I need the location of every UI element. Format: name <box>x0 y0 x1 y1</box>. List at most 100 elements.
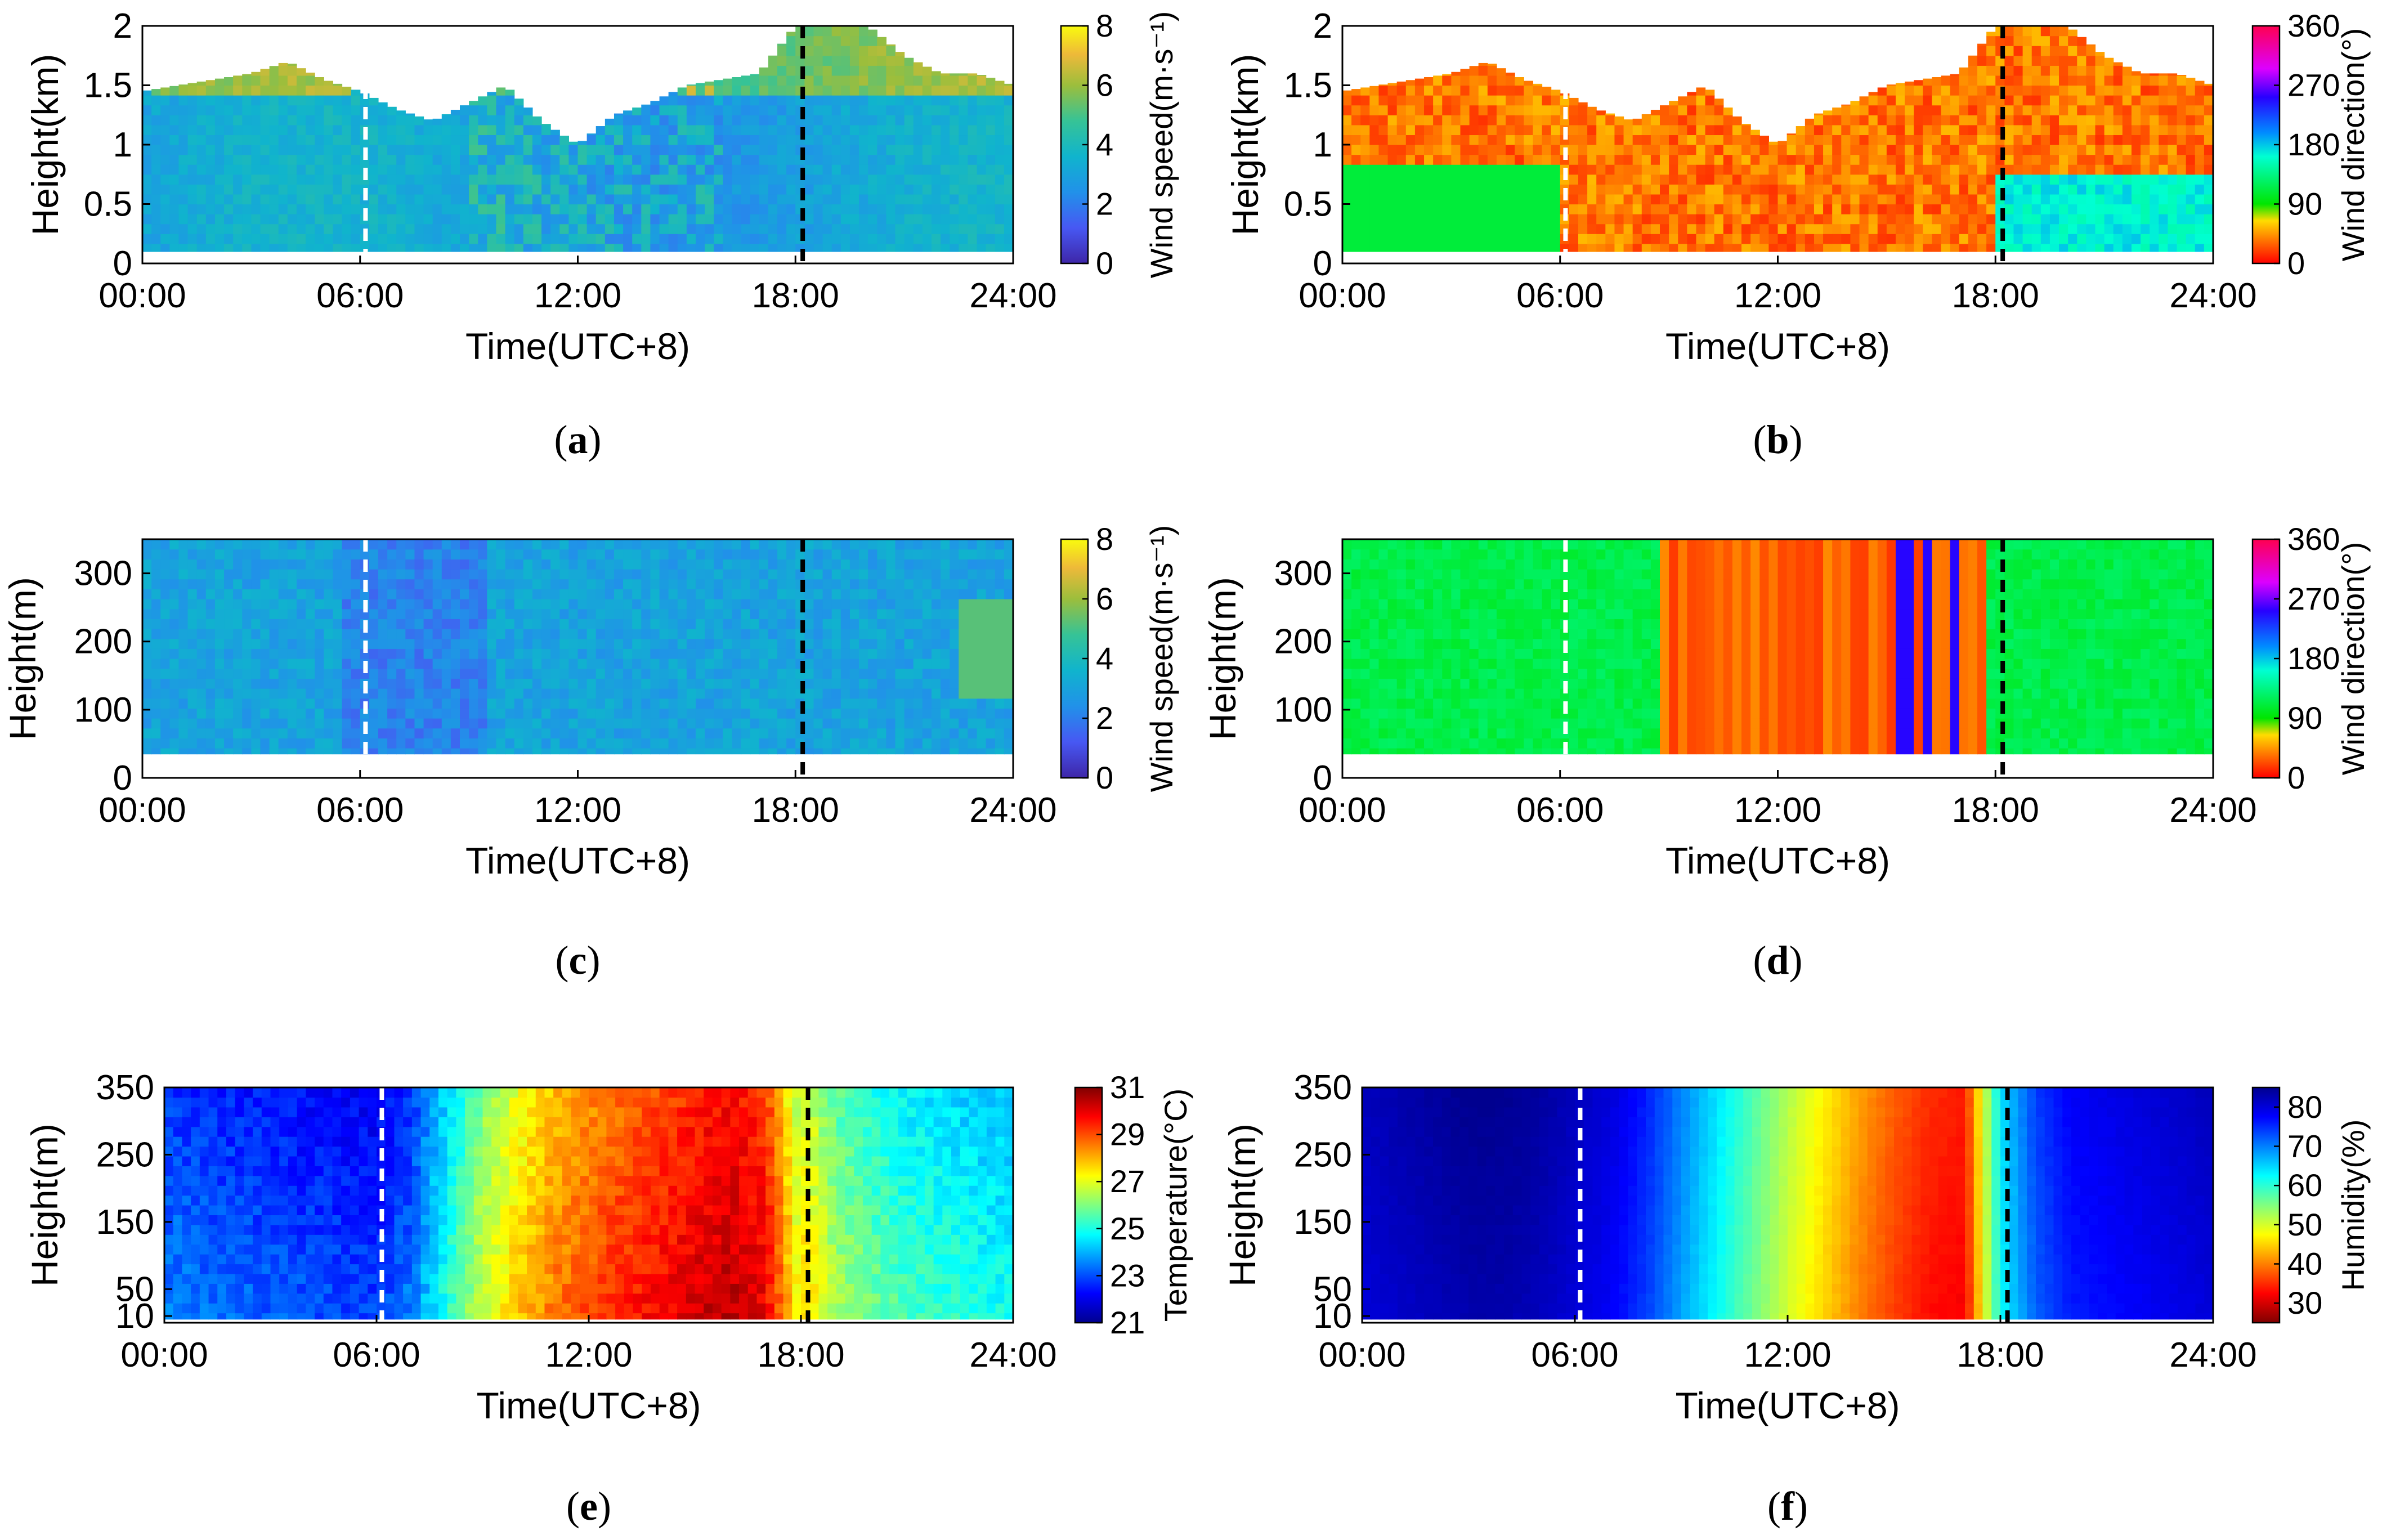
heatmap-cell <box>877 164 886 175</box>
heatmap-cell <box>1424 135 1434 145</box>
heatmap-cell <box>2141 184 2150 195</box>
heatmap-cell <box>278 748 288 755</box>
heatmap-cell <box>1542 95 1552 106</box>
heatmap-cell <box>559 589 569 599</box>
heatmap-cell <box>1442 223 1452 234</box>
heatmap-cell <box>2141 124 2150 136</box>
heatmap-cell <box>2159 214 2169 225</box>
heatmap-cell <box>577 204 588 214</box>
heatmap-cell <box>668 95 678 106</box>
heatmap-cell <box>714 174 723 185</box>
heatmap-cell <box>2068 85 2077 96</box>
heatmap-cell <box>1378 85 1389 96</box>
heatmap-cell <box>423 124 433 136</box>
heatmap-cell <box>2104 65 2114 76</box>
heatmap-cell <box>315 85 324 96</box>
heatmap-cell <box>1841 145 1851 155</box>
heatmap-cell <box>178 174 189 185</box>
heatmap-cell <box>296 85 306 96</box>
heatmap-cell <box>151 539 161 550</box>
heatmap-cell <box>378 194 388 205</box>
heatmap-cell <box>1605 113 1615 115</box>
heatmap-cell <box>623 145 633 155</box>
heatmap-cell <box>169 559 180 570</box>
heatmap-cell <box>668 164 678 175</box>
heatmap-cell <box>260 708 270 719</box>
heatmap-cell <box>532 184 542 195</box>
heatmap-cell <box>224 589 234 599</box>
heatmap-cell <box>695 223 705 234</box>
heatmap-cell <box>1369 105 1380 115</box>
heatmap-cell <box>514 124 524 136</box>
heatmap-cell <box>278 85 288 96</box>
heatmap-cell <box>1641 243 1651 252</box>
heatmap-cell <box>242 214 252 225</box>
heatmap-cell <box>804 115 814 126</box>
heatmap-cell <box>714 204 723 214</box>
heatmap-cell <box>868 46 877 56</box>
heatmap-cell <box>695 124 705 136</box>
heatmap-cell <box>2141 243 2150 252</box>
heatmap-cell <box>840 105 850 115</box>
heatmap-cell <box>1669 145 1678 155</box>
heatmap-cell <box>1533 135 1543 145</box>
heatmap-cell <box>1614 135 1624 145</box>
heatmap-cell <box>423 194 433 205</box>
heatmap-cell <box>1451 204 1461 214</box>
heatmap-cell <box>840 164 850 175</box>
heatmap-cell <box>2168 184 2178 195</box>
heatmap-cell <box>1496 234 1506 244</box>
heatmap-cell <box>750 105 760 115</box>
heatmap-cell <box>460 688 469 699</box>
heatmap-cell <box>532 223 542 234</box>
heatmap-cell <box>160 145 170 155</box>
heatmap-cell <box>2104 204 2114 214</box>
heatmap-cell <box>151 135 161 145</box>
heatmap-cell <box>1578 115 1588 126</box>
heatmap-cell <box>214 85 225 96</box>
heatmap-cell <box>1596 135 1606 145</box>
heatmap-cell <box>514 243 524 252</box>
heatmap-cell <box>487 608 497 619</box>
heatmap-cell <box>178 589 189 599</box>
heatmap-cell <box>278 678 288 689</box>
heatmap-cell <box>423 698 433 709</box>
heatmap-cell <box>2059 115 2068 126</box>
heatmap-cell <box>269 539 279 550</box>
heatmap-cell <box>922 115 932 126</box>
heatmap-cell <box>269 648 279 659</box>
heatmap-cell <box>1487 145 1497 155</box>
heatmap-cell <box>723 549 733 559</box>
heatmap-cell <box>1578 223 1588 234</box>
heatmap-cell <box>714 589 723 599</box>
heatmap-cell <box>986 78 996 86</box>
heatmap-cell <box>1614 164 1624 175</box>
heatmap-cell <box>595 539 606 550</box>
heatmap-cell <box>614 608 624 619</box>
heatmap-cell <box>2186 105 2196 115</box>
heatmap-cell <box>577 619 588 629</box>
heatmap-cell <box>541 243 551 252</box>
heatmap-cell <box>315 194 324 205</box>
heatmap-cell <box>196 718 207 729</box>
heatmap-cell <box>342 708 352 719</box>
heatmap-cell <box>251 648 261 659</box>
heatmap-cell <box>641 164 651 175</box>
heatmap-cell <box>1587 154 1597 165</box>
heatmap-cell <box>396 659 406 669</box>
heatmap-cell <box>586 204 597 214</box>
heatmap-cell <box>142 748 152 755</box>
heatmap-cell <box>695 85 705 96</box>
heatmap-cell <box>1687 164 1697 175</box>
heatmap-cell <box>768 164 778 175</box>
heatmap-cell <box>1968 184 1978 195</box>
heatmap-cell <box>260 698 270 709</box>
heatmap-cell <box>1714 164 1724 175</box>
heatmap-cell <box>251 223 261 234</box>
heatmap-cell <box>2068 29 2077 37</box>
heatmap-cell <box>224 135 234 145</box>
heatmap-cell <box>977 145 987 155</box>
heatmap-cell <box>342 243 352 252</box>
heatmap-cell <box>723 728 733 738</box>
